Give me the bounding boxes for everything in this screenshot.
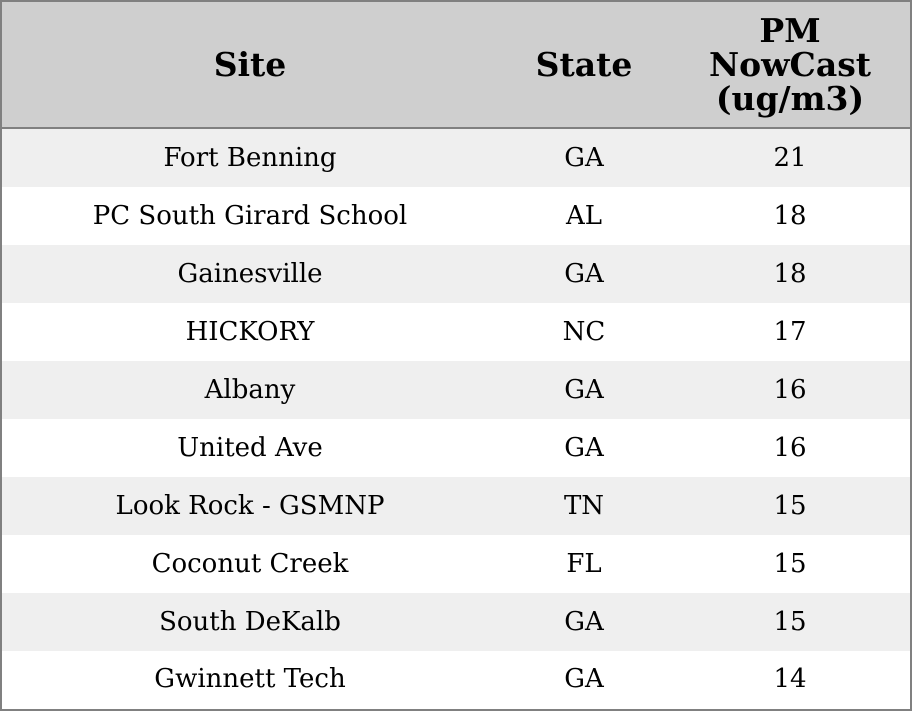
cell-site: HICKORY	[185, 317, 315, 347]
cell-site: Fort Benning	[163, 143, 337, 173]
cell-site: Look Rock - GSMNP	[115, 491, 385, 521]
header-pm-nowcast[interactable]: PM NowCast (ug/m3)	[708, 10, 872, 118]
cell-pm: 15	[773, 491, 807, 521]
header-state[interactable]: State	[535, 44, 633, 84]
cell-pm: 21	[773, 143, 807, 173]
cell-state: GA	[564, 259, 604, 289]
cell-site: United Ave	[177, 433, 323, 463]
cell-state: AL	[565, 201, 603, 231]
table-body: Fort Benning GA 21 PC South Girard Schoo…	[2, 129, 910, 707]
cell-pm: 18	[773, 259, 807, 289]
cell-state: GA	[564, 607, 604, 637]
cell-state: GA	[564, 433, 604, 463]
cell-pm: 16	[773, 433, 807, 463]
cell-pm: 15	[773, 607, 807, 637]
table-row: Fort Benning GA 21	[2, 129, 910, 187]
table-row: Gainesville GA 18	[2, 245, 910, 303]
cell-state: GA	[564, 143, 604, 173]
table-row: Look Rock - GSMNP TN 15	[2, 477, 910, 535]
table-row: Albany GA 16	[2, 361, 910, 419]
table-row: South DeKalb GA 15	[2, 593, 910, 651]
cell-site: Albany	[204, 375, 296, 405]
table-row: Gwinnett Tech GA 14	[2, 651, 910, 707]
cell-pm: 15	[773, 549, 807, 579]
cell-state: NC	[562, 317, 606, 347]
table-row: Coconut Creek FL 15	[2, 535, 910, 593]
cell-state: GA	[564, 375, 604, 405]
cell-site: Gainesville	[177, 259, 323, 289]
table-row: United Ave GA 16	[2, 419, 910, 477]
cell-pm: 14	[773, 664, 807, 694]
cell-pm: 18	[773, 201, 807, 231]
cell-site: Gwinnett Tech	[154, 664, 346, 694]
cell-site: South DeKalb	[159, 607, 341, 637]
table-header-row: Site State PM NowCast (ug/m3)	[2, 2, 910, 129]
table-row: PC South Girard School AL 18	[2, 187, 910, 245]
cell-site: Coconut Creek	[151, 549, 349, 579]
cell-state: TN	[563, 491, 605, 521]
header-site[interactable]: Site	[213, 44, 287, 84]
cell-state: FL	[566, 549, 602, 579]
cell-site: PC South Girard School	[92, 201, 408, 231]
table-row: HICKORY NC 17	[2, 303, 910, 361]
cell-state: GA	[564, 664, 604, 694]
cell-pm: 17	[773, 317, 807, 347]
cell-pm: 16	[773, 375, 807, 405]
